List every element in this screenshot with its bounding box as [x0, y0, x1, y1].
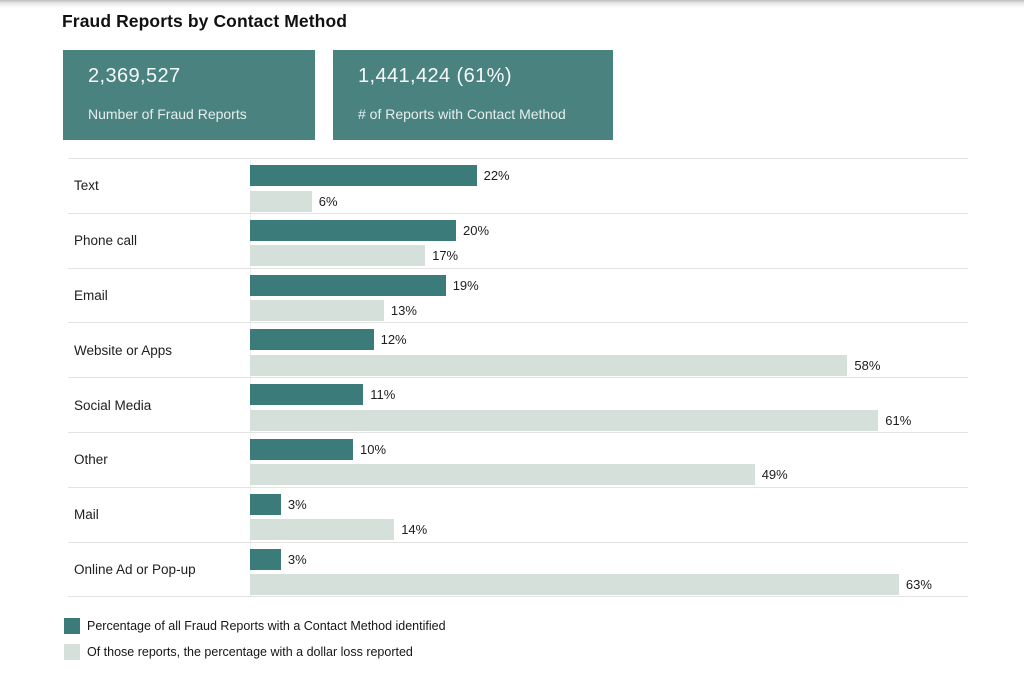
- page-top-shadow: [0, 0, 1024, 8]
- chart-row: Social Media 11% 61%: [68, 377, 968, 432]
- bar-fill: [250, 354, 848, 376]
- bar-value-label: 11%: [370, 387, 396, 403]
- bar-value-label: 14%: [401, 522, 428, 538]
- bar-fill: [250, 384, 364, 406]
- bar-fill: [250, 438, 353, 460]
- bar-dollar-loss: 17%: [250, 245, 459, 267]
- bar-contact-method: 11%: [250, 384, 396, 406]
- category-label: Phone call: [74, 233, 138, 249]
- bar-contact-method: 12%: [250, 329, 407, 351]
- bar-dollar-loss: 14%: [250, 519, 428, 541]
- legend-swatch-light-green: [64, 644, 80, 660]
- chart-row: Phone call 20% 17%: [68, 212, 968, 268]
- bar-contact-method: 10%: [250, 438, 387, 460]
- bar-fill: [250, 274, 446, 296]
- chart-row: Text 22% 6%: [68, 158, 968, 213]
- bar-fill: [250, 190, 312, 212]
- bar-fill: [250, 409, 879, 431]
- stat-box-contact-method-reports: 1,441,424 (61%) # of Reports with Contac…: [333, 50, 613, 140]
- bar-dollar-loss: 58%: [250, 354, 881, 376]
- chart-row: Online Ad or Pop-up 3% 63%: [68, 541, 968, 597]
- bar-fill: [250, 464, 755, 486]
- bar-fill: [250, 165, 477, 186]
- bar-value-label: 13%: [390, 303, 417, 319]
- bar-chart: Text 22% 6% Phone call 20% 17% Email 19% 13% Webs…: [68, 158, 968, 598]
- bar-value-label: 20%: [463, 222, 490, 238]
- bar-value-label: 49%: [761, 467, 788, 483]
- bar-value-label: 3%: [287, 496, 307, 512]
- bar-dollar-loss: 61%: [250, 409, 912, 431]
- legend-label-dollar-loss: Of those reports, the percentage with a …: [87, 645, 413, 659]
- chart-legend: Percentage of all Fraud Reports with a C…: [64, 616, 446, 668]
- chart-row: Email 19% 13%: [68, 267, 968, 323]
- stat-label-total-reports: Number of Fraud Reports: [88, 106, 247, 122]
- chart-row: Website or Apps 12% 58%: [68, 322, 968, 377]
- bar-dollar-loss: 13%: [250, 300, 417, 322]
- bar-contact-method: 3%: [250, 548, 307, 570]
- bar-dollar-loss: 49%: [250, 464, 788, 486]
- bar-value-label: 61%: [885, 412, 912, 428]
- bar-contact-method: 20%: [250, 219, 490, 241]
- bar-fill: [250, 329, 374, 351]
- category-label: Website or Apps: [74, 342, 173, 358]
- bar-fill: [250, 219, 456, 241]
- bar-value-label: 6%: [318, 193, 338, 209]
- bar-fill: [250, 548, 281, 570]
- stat-value-total-reports: 2,369,527: [88, 65, 181, 87]
- bar-contact-method: 19%: [250, 274, 479, 296]
- legend-label-contact-method: Percentage of all Fraud Reports with a C…: [87, 619, 446, 633]
- stat-label-contact-method-reports: # of Reports with Contact Method: [358, 106, 566, 122]
- bar-fill: [250, 245, 426, 267]
- legend-item-dollar-loss: Of those reports, the percentage with a …: [64, 642, 446, 662]
- bar-value-label: 3%: [287, 551, 307, 567]
- category-label: Email: [74, 287, 108, 303]
- bar-fill: [250, 519, 395, 541]
- bar-value-label: 10%: [360, 441, 387, 457]
- chart-row: Other 10% 49%: [68, 431, 968, 487]
- bar-value-label: 58%: [854, 357, 881, 373]
- bar-dollar-loss: 63%: [250, 574, 932, 596]
- category-label: Mail: [74, 507, 99, 523]
- bar-value-label: 12%: [380, 332, 407, 348]
- bar-fill: [250, 300, 384, 322]
- category-label: Other: [74, 452, 108, 468]
- chart-title: Fraud Reports by Contact Method: [62, 11, 348, 31]
- legend-swatch-dark-teal: [64, 618, 80, 634]
- category-label: Text: [74, 178, 99, 194]
- bar-contact-method: 22%: [250, 165, 510, 186]
- bar-value-label: 17%: [432, 248, 459, 264]
- legend-item-contact-method: Percentage of all Fraud Reports with a C…: [64, 616, 446, 636]
- bar-value-label: 22%: [483, 168, 510, 183]
- bar-fill: [250, 493, 281, 515]
- bar-fill: [250, 574, 899, 596]
- category-label: Social Media: [74, 397, 152, 413]
- bar-value-label: 63%: [905, 577, 932, 593]
- stat-value-contact-method-reports: 1,441,424 (61%): [358, 65, 512, 87]
- stat-box-total-reports: 2,369,527 Number of Fraud Reports: [63, 50, 315, 140]
- bar-contact-method: 3%: [250, 493, 307, 515]
- chart-row: Mail 3% 14%: [68, 486, 968, 542]
- bar-value-label: 19%: [452, 277, 479, 293]
- bar-dollar-loss: 6%: [250, 190, 338, 212]
- category-label: Online Ad or Pop-up: [74, 561, 196, 577]
